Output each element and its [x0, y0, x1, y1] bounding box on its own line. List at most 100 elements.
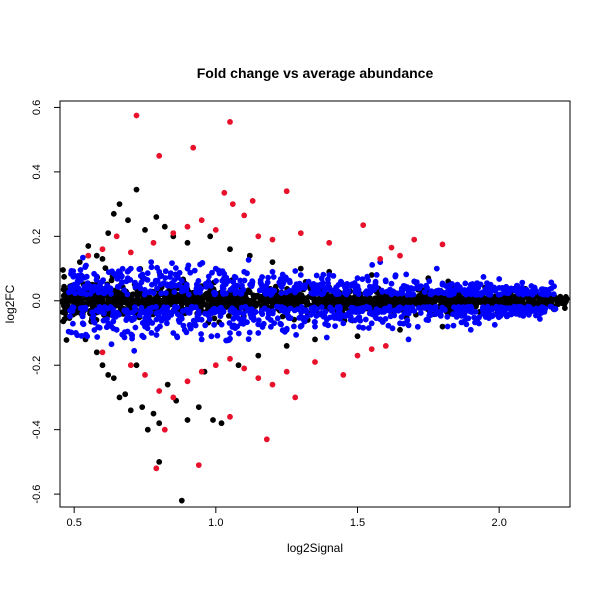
data-point-blue [274, 315, 281, 322]
data-point-black [248, 299, 255, 306]
data-point-blue [265, 274, 271, 281]
data-point-blue [174, 311, 181, 318]
data-point-blue [420, 304, 427, 310]
data-point-blue [497, 291, 504, 298]
data-point-blue [426, 278, 433, 284]
data-point-black [185, 296, 192, 303]
y-tick-label: 0.6 [31, 100, 43, 115]
data-point-blue [67, 313, 73, 320]
data-point-black [152, 295, 158, 302]
data-point-blue [281, 305, 288, 312]
data-point-blue [292, 289, 298, 296]
data-point-red [312, 359, 318, 365]
data-point-blue [405, 322, 412, 329]
data-point-blue [183, 281, 190, 288]
data-point-black [557, 293, 564, 300]
data-point-blue [178, 277, 185, 284]
data-point-black [78, 298, 84, 305]
data-point-black [60, 309, 66, 316]
data-point-blue [148, 259, 155, 265]
data-point-blue [198, 331, 204, 337]
data-point-blue [526, 311, 532, 318]
data-point-blue [108, 291, 114, 297]
data-point-blue [538, 304, 545, 311]
data-point-blue [162, 268, 169, 275]
data-point-blue [278, 284, 285, 290]
data-point-blue [491, 321, 498, 328]
data-point-black [139, 404, 146, 410]
data-point-blue [139, 332, 145, 339]
data-point-red [340, 371, 347, 378]
data-point-blue [297, 272, 304, 278]
data-point-red [195, 462, 202, 468]
data-point-black [375, 293, 382, 300]
data-point-red [263, 436, 270, 443]
data-point-blue [101, 290, 108, 297]
data-point-blue [411, 278, 418, 285]
data-point-blue [119, 265, 126, 272]
data-point-blue [286, 277, 293, 284]
data-point-blue [516, 311, 523, 318]
data-point-blue [187, 325, 194, 332]
data-point-red [377, 255, 384, 262]
data-point-blue [354, 275, 361, 282]
data-point-blue [211, 289, 217, 296]
series-blue-points [65, 254, 559, 354]
data-point-black [140, 297, 147, 303]
data-point-black [326, 293, 333, 300]
data-point-blue [365, 289, 372, 296]
data-point-blue [496, 276, 503, 282]
data-point-blue [389, 288, 396, 295]
data-point-red [85, 252, 92, 259]
data-point-blue [244, 319, 250, 326]
data-point-blue [447, 287, 454, 294]
data-point-blue [395, 307, 402, 314]
data-point-black [355, 299, 362, 306]
data-point-blue [484, 280, 490, 286]
data-point-blue [131, 314, 138, 321]
data-point-blue [84, 333, 91, 340]
data-point-blue [337, 313, 344, 320]
data-point-black [269, 259, 276, 265]
data-point-black [76, 259, 83, 265]
data-point-blue [131, 347, 138, 354]
data-point-black [410, 297, 417, 304]
data-point-blue [121, 334, 128, 341]
data-point-red [161, 426, 168, 433]
data-point-black [60, 299, 67, 306]
data-point-blue [444, 313, 451, 320]
data-point-blue [154, 285, 160, 292]
data-point-blue [148, 264, 155, 271]
data-point-black [369, 299, 376, 306]
data-point-blue [278, 290, 285, 296]
data-point-blue [162, 275, 169, 281]
data-point-blue [79, 310, 86, 317]
data-point-blue [467, 281, 474, 288]
data-point-blue [150, 290, 157, 296]
data-point-black [493, 296, 500, 303]
data-point-blue [524, 288, 531, 294]
data-point-blue [490, 312, 497, 318]
data-point-black [142, 226, 148, 233]
data-point-blue [129, 335, 135, 342]
data-point-blue [323, 316, 330, 323]
data-point-blue [280, 278, 287, 285]
data-point-blue [110, 312, 116, 319]
data-point-blue [323, 334, 330, 341]
data-point-red [241, 212, 248, 219]
data-point-black [191, 296, 198, 303]
data-point-blue [309, 290, 316, 297]
data-point-blue [474, 316, 481, 323]
data-point-blue [373, 271, 380, 278]
data-point-black [510, 298, 517, 305]
data-point-black [133, 186, 140, 193]
data-point-blue [171, 277, 178, 283]
data-point-red [360, 222, 367, 228]
data-point-blue [255, 330, 262, 336]
data-point-red [127, 362, 134, 369]
data-point-black [99, 255, 106, 262]
data-point-black [342, 299, 348, 306]
data-point-red [198, 217, 205, 224]
data-point-blue [467, 307, 474, 314]
data-point-blue [276, 304, 282, 310]
